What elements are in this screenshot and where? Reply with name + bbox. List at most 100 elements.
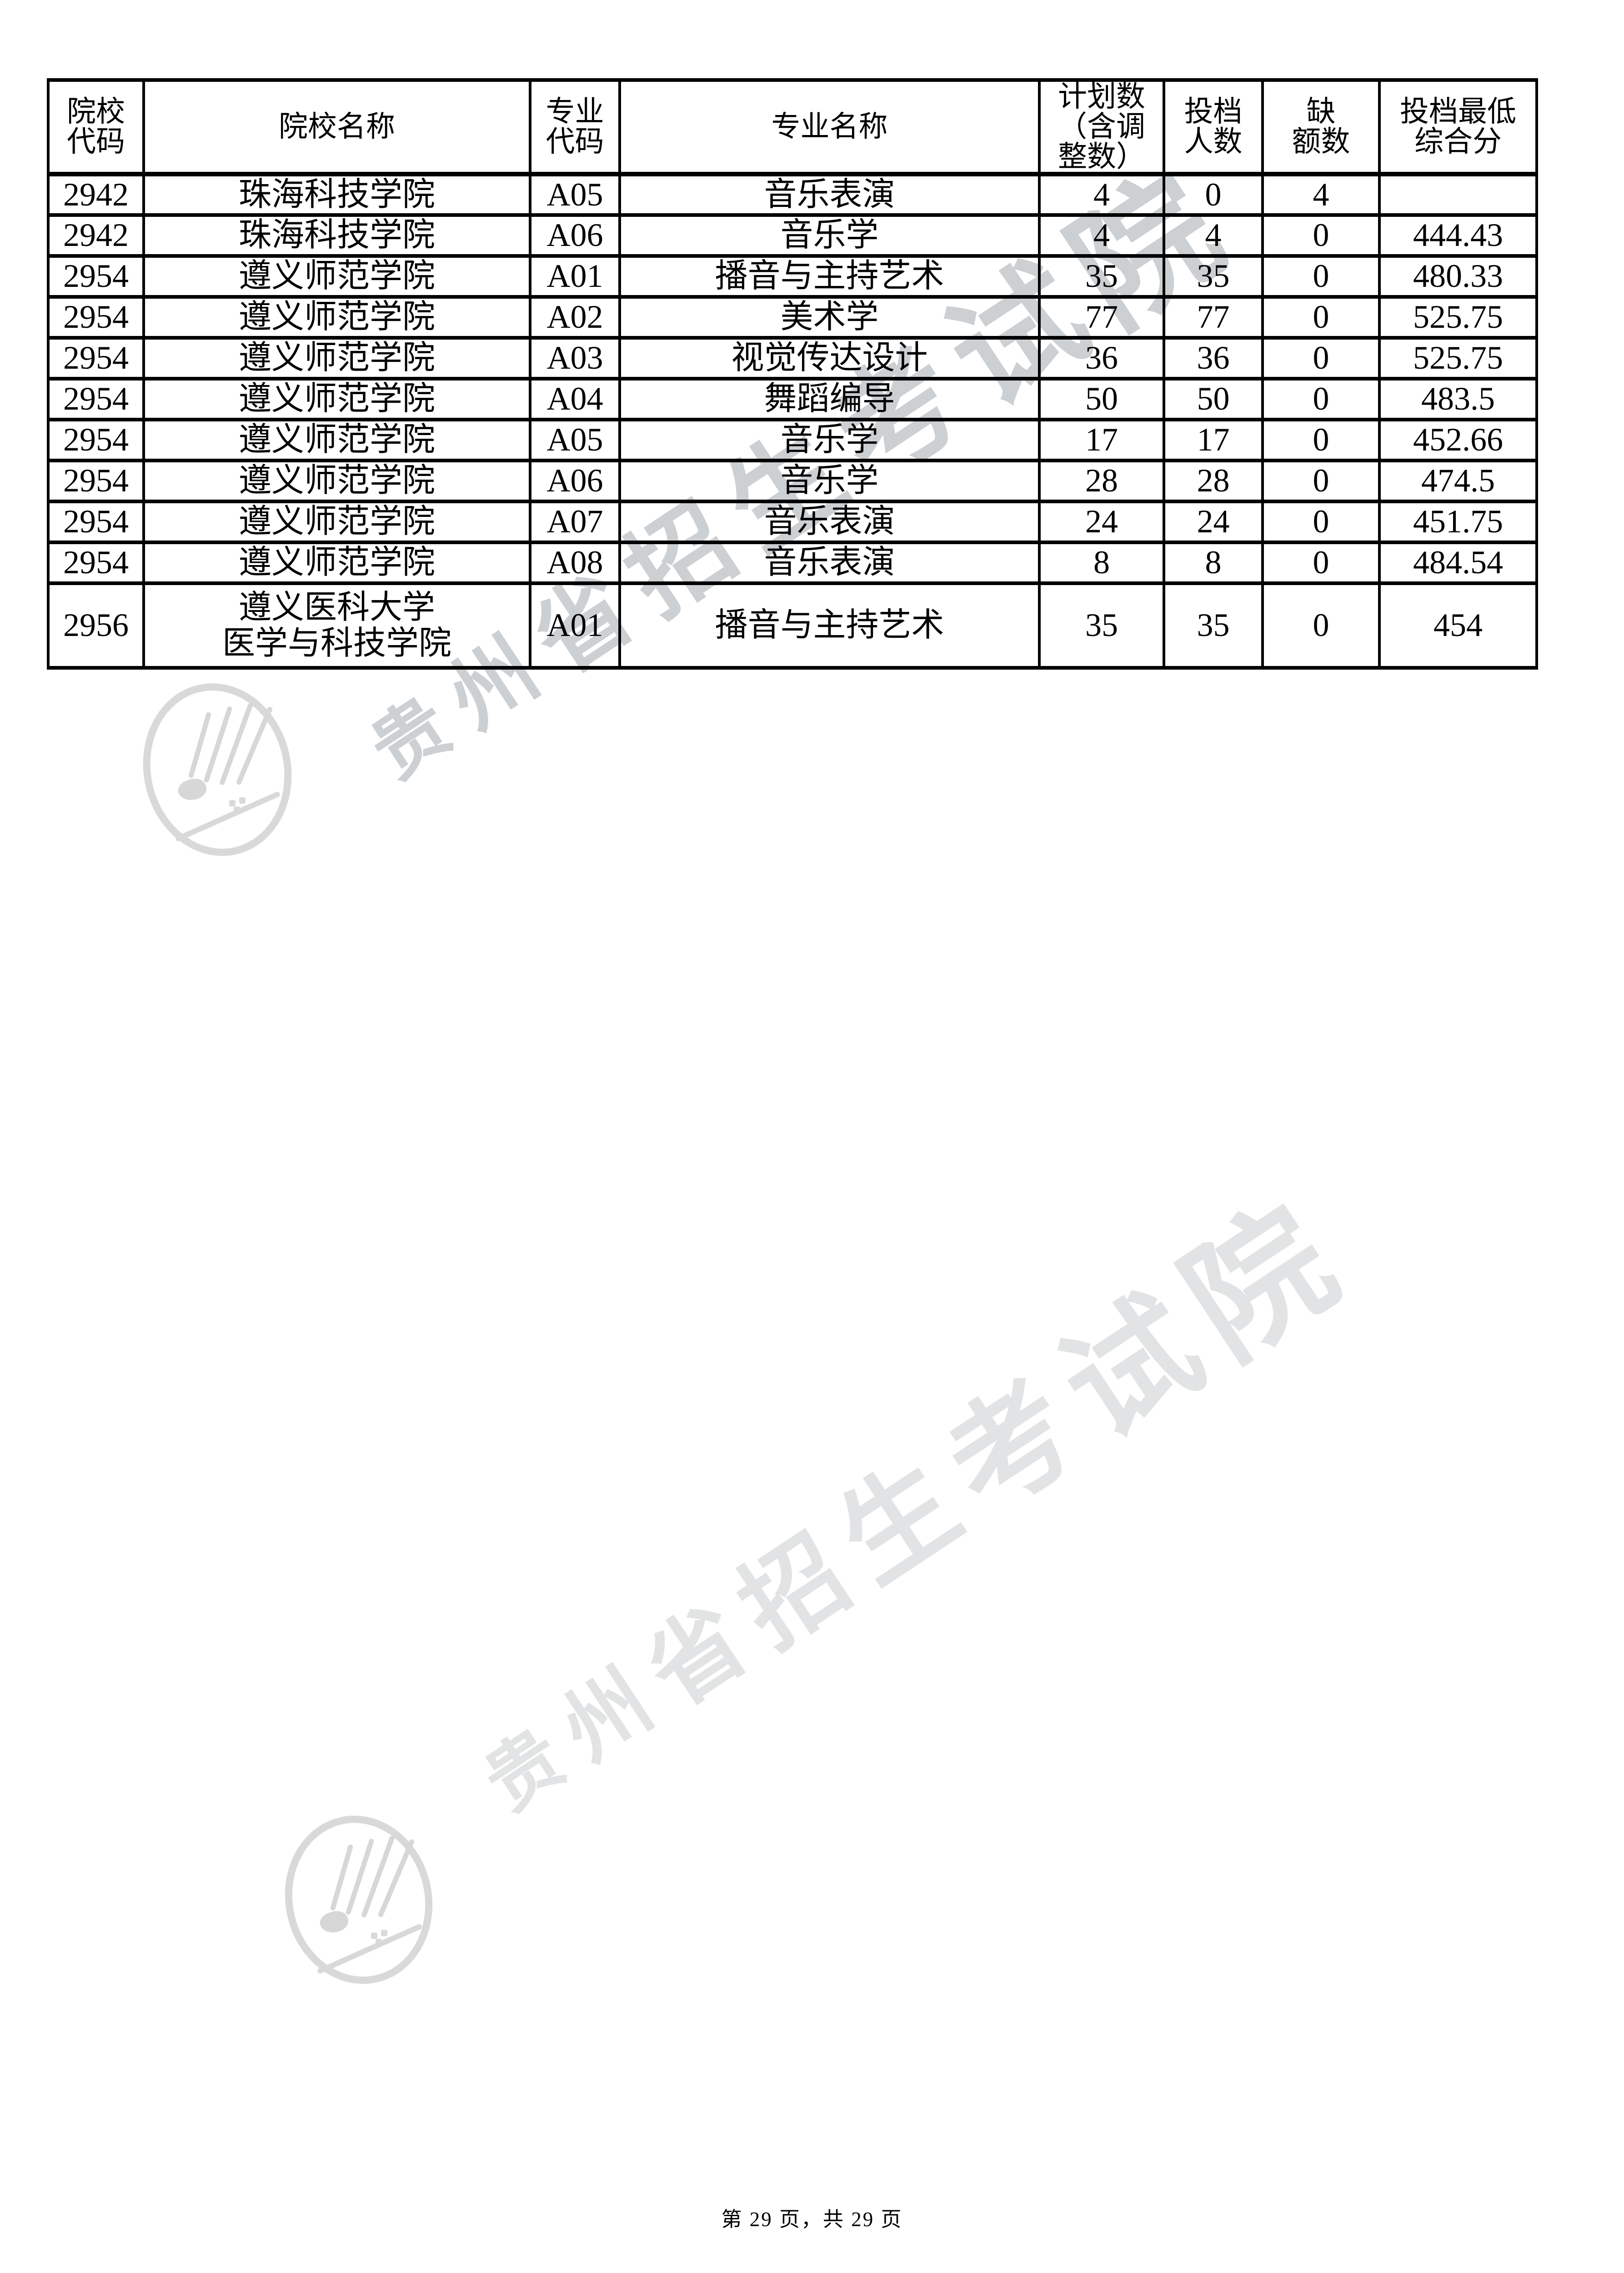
- cell-filed-count: 35: [1163, 254, 1264, 299]
- seal-stroke: [377, 1838, 415, 1918]
- cell-major-code: A06: [529, 458, 621, 503]
- table-row: 2954 遵义师范学院 A05 音乐学 17 17 0 452.66: [47, 417, 1538, 462]
- seal-chord: [175, 791, 281, 842]
- cell-college-code: 2954: [47, 295, 145, 340]
- cell-college-code: 2954: [47, 254, 145, 299]
- cell-filed-count: 4: [1163, 213, 1264, 258]
- cell-min-score: 452.66: [1378, 417, 1538, 462]
- watermark-char: 考: [925, 1360, 1099, 1538]
- seal-mark: [371, 1933, 377, 1939]
- cell-shortage-count: 0: [1261, 417, 1381, 462]
- cell-shortage-count: 0: [1261, 295, 1381, 340]
- header-college-code: 院校 代码: [47, 78, 145, 176]
- cell-college-name: 遵义师范学院: [142, 458, 531, 503]
- cell-college-name: 遵义师范学院: [142, 499, 531, 544]
- seal-stroke: [203, 706, 233, 783]
- seal-stroke: [219, 702, 254, 786]
- watermark-char: 贵: [357, 684, 466, 795]
- cell-college-name: 遵义师范学院: [142, 417, 531, 462]
- cell-plan-count: 77: [1038, 295, 1165, 340]
- cell-filed-count: 77: [1163, 295, 1264, 340]
- cell-major-code: A07: [529, 499, 621, 544]
- cell-major-name: 音乐学: [618, 213, 1041, 258]
- cell-major-code: A08: [529, 540, 621, 585]
- cell-major-code: A01: [529, 254, 621, 299]
- cell-shortage-count: 4: [1261, 172, 1381, 217]
- cell-min-score: 454: [1378, 581, 1538, 670]
- cell-major-code: A06: [529, 213, 621, 258]
- watermark-char: 招: [720, 1517, 869, 1668]
- seal-blob: [317, 1907, 351, 1937]
- cell-major-name: 舞蹈编导: [618, 376, 1041, 421]
- seal-stroke: [361, 1835, 396, 1918]
- table-row: 2942 珠海科技学院 A05 音乐表演 4 0 4: [47, 172, 1538, 217]
- admission-score-table: 院校 代码 院校名称 专业 代码 专业名称 计划数 （含调 整数） 投档 人数 …: [47, 78, 1538, 670]
- cell-major-name: 播音与主持艺术: [618, 581, 1041, 670]
- cell-major-code: A02: [529, 295, 621, 340]
- header-filed-count: 投档 人数: [1163, 78, 1264, 176]
- cell-major-name: 音乐学: [618, 458, 1041, 503]
- cell-major-name: 音乐表演: [618, 172, 1041, 217]
- seal-blob: [175, 775, 209, 805]
- table-row: 2956 遵义医科大学 医学与科技学院 A01 播音与主持艺术 35 35 0 454: [47, 581, 1538, 670]
- cell-college-code: 2954: [47, 499, 145, 544]
- cell-plan-count: 35: [1038, 254, 1165, 299]
- cell-min-score: [1378, 172, 1538, 217]
- table-row: 2942 珠海科技学院 A06 音乐学 4 4 0 444.43: [47, 213, 1538, 258]
- watermark-char: 贵: [471, 1716, 580, 1827]
- cell-filed-count: 0: [1163, 172, 1264, 217]
- seal-ring: [127, 669, 308, 870]
- cell-college-code: 2942: [47, 213, 145, 258]
- cell-college-name: 遵义师范学院: [142, 376, 531, 421]
- cell-plan-count: 28: [1038, 458, 1165, 503]
- header-plan-count: 计划数 （含调 整数）: [1038, 78, 1165, 176]
- cell-shortage-count: 0: [1261, 254, 1381, 299]
- cell-major-code: A05: [529, 172, 621, 217]
- cell-college-code: 2942: [47, 172, 145, 217]
- header-shortage-count: 缺 额数: [1261, 78, 1381, 176]
- watermark-char: 省: [630, 1588, 765, 1726]
- cell-major-code: A05: [529, 417, 621, 462]
- cell-filed-count: 8: [1163, 540, 1264, 585]
- watermark-char: 生: [819, 1441, 980, 1606]
- cell-filed-count: 50: [1163, 376, 1264, 421]
- diagonal-watermark-lower: 贵州省招生考试院: [456, 1178, 1372, 1849]
- cell-shortage-count: 0: [1261, 335, 1381, 381]
- cell-college-name: 遵义医科大学 医学与科技学院: [142, 581, 531, 670]
- cell-plan-count: 17: [1038, 417, 1165, 462]
- watermark-char: 试: [1038, 1273, 1226, 1465]
- cell-shortage-count: 0: [1261, 499, 1381, 544]
- header-major-name: 专业名称: [618, 78, 1041, 176]
- seal-mark: [229, 800, 236, 806]
- cell-college-code: 2954: [47, 458, 145, 503]
- cell-min-score: 484.54: [1378, 540, 1538, 585]
- watermark-char: 州: [546, 1654, 668, 1779]
- seal-stroke: [330, 1844, 354, 1911]
- table-row: 2954 遵义师范学院 A03 视觉传达设计 36 36 0 525.75: [47, 335, 1538, 381]
- cell-major-code: A04: [529, 376, 621, 421]
- cell-college-code: 2954: [47, 540, 145, 585]
- seal-watermark: [269, 1802, 448, 1998]
- cell-filed-count: 36: [1163, 335, 1264, 381]
- cell-college-code: 2954: [47, 335, 145, 381]
- seal-ring: [269, 1802, 448, 1998]
- cell-major-name: 音乐表演: [618, 540, 1041, 585]
- seal-stroke: [236, 706, 273, 786]
- cell-major-code: A01: [529, 581, 621, 670]
- cell-plan-count: 24: [1038, 499, 1165, 544]
- cell-college-name: 珠海科技学院: [142, 172, 531, 217]
- cell-college-code: 2954: [47, 417, 145, 462]
- watermark-char: 院: [1160, 1182, 1360, 1387]
- header-major-code: 专业 代码: [529, 78, 621, 176]
- cell-min-score: 525.75: [1378, 335, 1538, 381]
- cell-plan-count: 50: [1038, 376, 1165, 421]
- cell-major-name: 美术学: [618, 295, 1041, 340]
- cell-plan-count: 8: [1038, 540, 1165, 585]
- table-row: 2954 遵义师范学院 A02 美术学 77 77 0 525.75: [47, 295, 1538, 340]
- cell-major-name: 音乐表演: [618, 499, 1041, 544]
- cell-shortage-count: 0: [1261, 458, 1381, 503]
- table-row: 2954 遵义师范学院 A04 舞蹈编导 50 50 0 483.5: [47, 376, 1538, 421]
- cell-major-name: 播音与主持艺术: [618, 254, 1041, 299]
- cell-min-score: 483.5: [1378, 376, 1538, 421]
- cell-college-name: 遵义师范学院: [142, 254, 531, 299]
